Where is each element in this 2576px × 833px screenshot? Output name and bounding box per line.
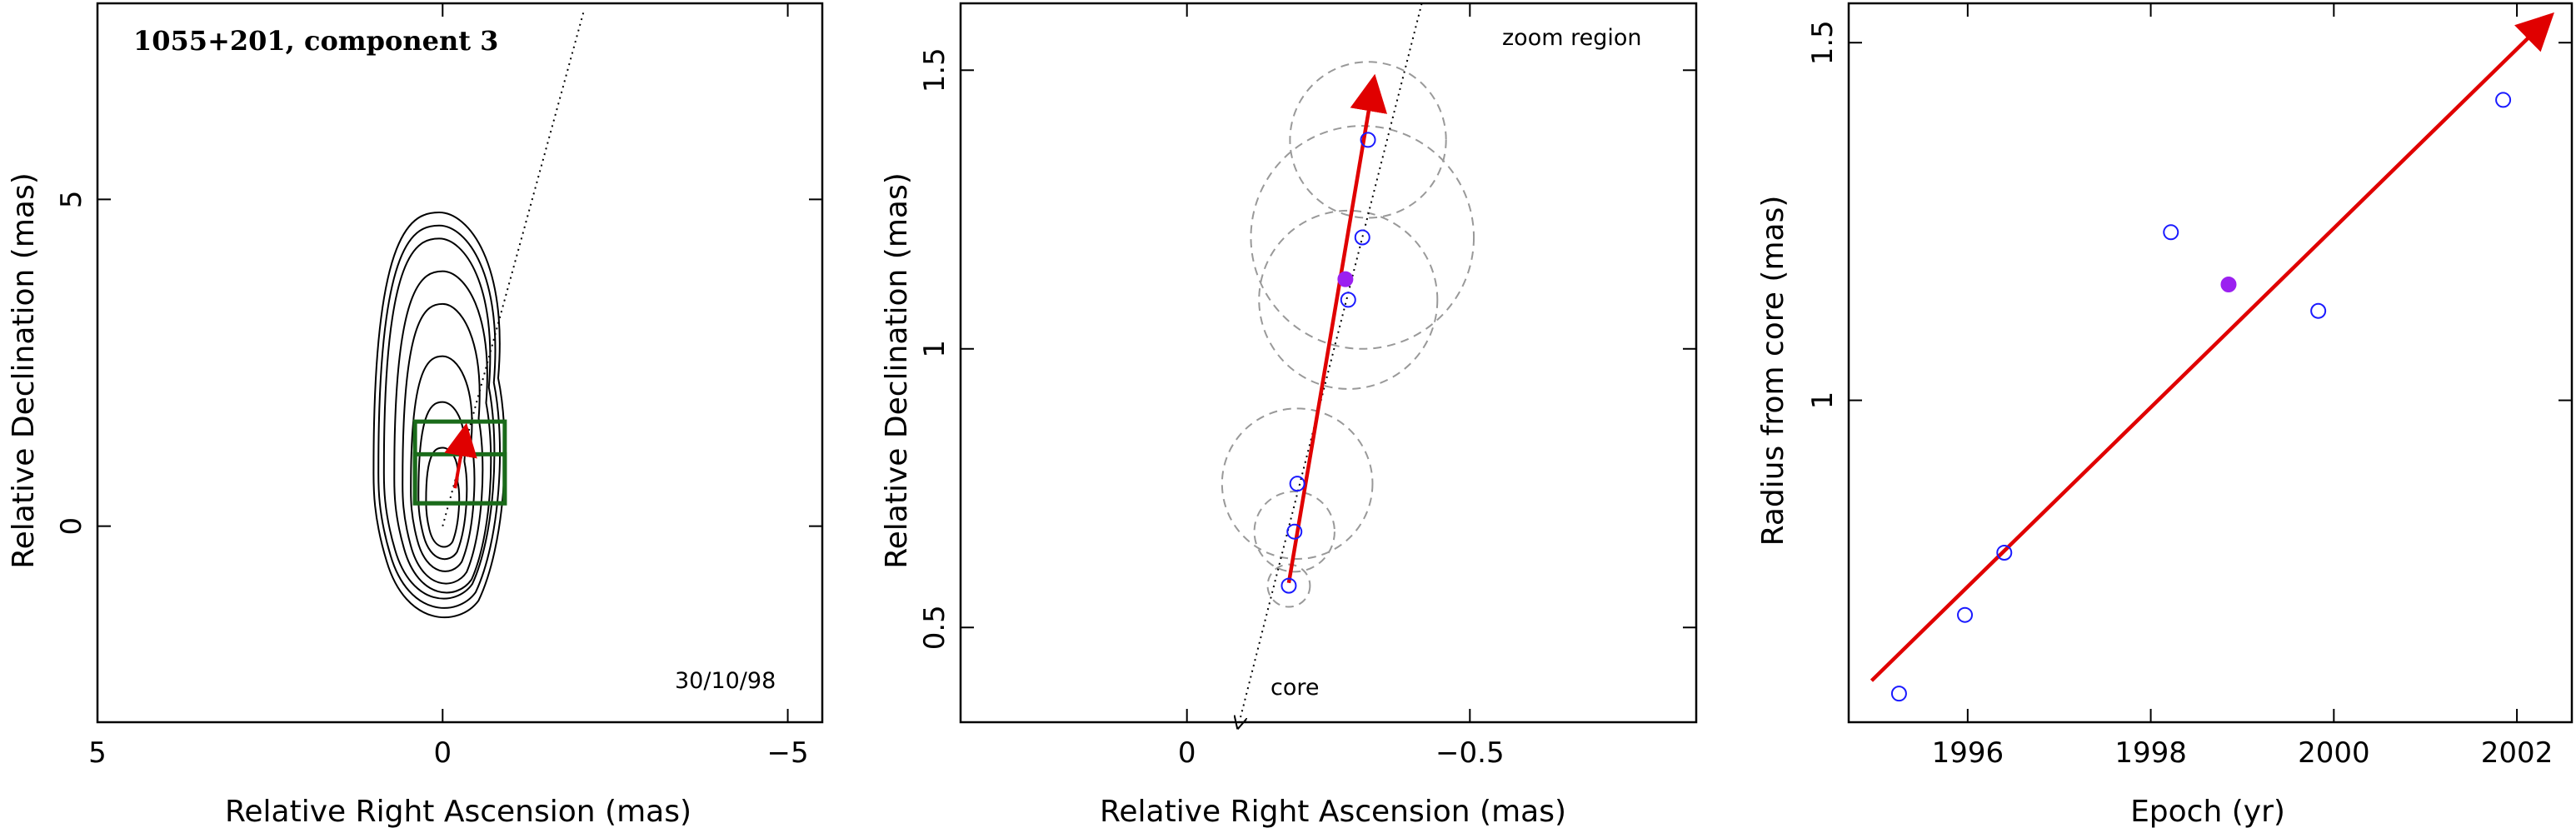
x-tick-label: 2002 [2481, 736, 2554, 770]
component-size-circle [1253, 491, 1335, 573]
motion-arrow [444, 422, 477, 489]
core-label: core [1271, 675, 1319, 701]
plot-frame [96, 2, 824, 724]
y-axis-label: Relative Declination (mas) [7, 172, 41, 569]
y-tick-label: 5 [55, 191, 88, 209]
contour [377, 224, 502, 609]
jet-axis-line [1238, 0, 1424, 728]
axes-frame: 0 −0.5 0.5 1 1.5 [918, 2, 1698, 770]
component-size-circle [1266, 563, 1311, 608]
x-tick-label: 1996 [1932, 736, 2004, 770]
data-point [2495, 92, 2512, 108]
fit-arrow [1870, 12, 2554, 682]
y-tick-label: 1 [1806, 392, 1840, 410]
highlight-point [1337, 271, 1354, 287]
data-point [1354, 229, 1370, 246]
y-tick-label: 1.5 [1806, 20, 1840, 65]
x-tick-label: 2000 [2298, 736, 2370, 770]
contour [393, 270, 492, 594]
data-point [1996, 544, 2013, 561]
contour [417, 401, 468, 561]
data-point [1281, 577, 1297, 594]
data-point [1360, 132, 1376, 148]
axes-frame: 5 0 −5 0 5 [55, 2, 824, 770]
y-axis-label: Radius from core (mas) [1756, 196, 1790, 546]
date-label: 30/10/98 [675, 668, 776, 694]
plot-frame [1847, 2, 2574, 724]
data-point [1286, 523, 1303, 540]
jet-axis-line [442, 9, 586, 526]
component-size-circles [1221, 61, 1475, 608]
zoom-region-label: zoom region [1502, 25, 1641, 51]
radius-points [1890, 92, 2512, 702]
panel-zoom-region: 0 −0.5 0.5 1 1.5 zoom region core Relative R… [880, 0, 1698, 829]
motion-arrow [1286, 73, 1388, 584]
component-positions [1281, 132, 1376, 594]
x-axis-label: Relative Right Ascension (mas) [1100, 795, 1566, 829]
data-point [1957, 606, 1974, 623]
motion-arrow [444, 422, 477, 489]
data-point [1289, 476, 1305, 492]
plot-frame [959, 2, 1698, 724]
data-point [1890, 686, 1907, 702]
contour [425, 446, 461, 548]
data-point [2163, 224, 2179, 241]
component-size-circle [1289, 61, 1447, 219]
y-tick-label: 1.5 [918, 47, 951, 92]
fit-arrow [1870, 12, 2554, 682]
x-tick-label: −0.5 [1435, 736, 1505, 770]
contour [372, 212, 506, 618]
panel-radius-vs-epoch: 1996 1998 2000 2002 1 1.5 Epoch (yr) Radius f… [1756, 2, 2574, 829]
component-size-circle [1258, 209, 1439, 390]
x-tick-label: 0 [433, 736, 452, 770]
panel-title: 1055+201, component 3 [133, 25, 498, 57]
x-tick-label: −5 [767, 736, 809, 770]
x-axis-label: Epoch (yr) [2130, 795, 2285, 829]
contour [402, 302, 484, 585]
motion-arrow [1286, 73, 1388, 584]
contour [382, 237, 496, 600]
data-point [1340, 292, 1356, 308]
x-tick-label: 1998 [2114, 736, 2187, 770]
highlight-point [2220, 276, 2237, 292]
component-size-circle [1250, 125, 1475, 350]
data-point [2310, 302, 2327, 319]
contour-lines [372, 212, 506, 618]
component-size-circle [1221, 407, 1374, 560]
y-axis-label: Relative Declination (mas) [880, 172, 914, 569]
axes-frame: 1996 1998 2000 2002 1 1.5 [1806, 2, 2574, 770]
jet-axis [1238, 0, 1424, 728]
x-tick-label: 5 [88, 736, 107, 770]
x-axis-label: Relative Right Ascension (mas) [225, 795, 691, 829]
jet-axis [442, 9, 586, 526]
x-tick-label: 0 [1178, 736, 1196, 770]
y-tick-label: 1 [918, 340, 951, 358]
y-tick-label: 0.5 [918, 605, 951, 650]
panel-contour-map: 5 0 −5 0 5 1055+201, component 3 30/10/98 Re… [7, 2, 824, 829]
y-tick-label: 0 [55, 517, 88, 536]
contour [410, 355, 476, 572]
